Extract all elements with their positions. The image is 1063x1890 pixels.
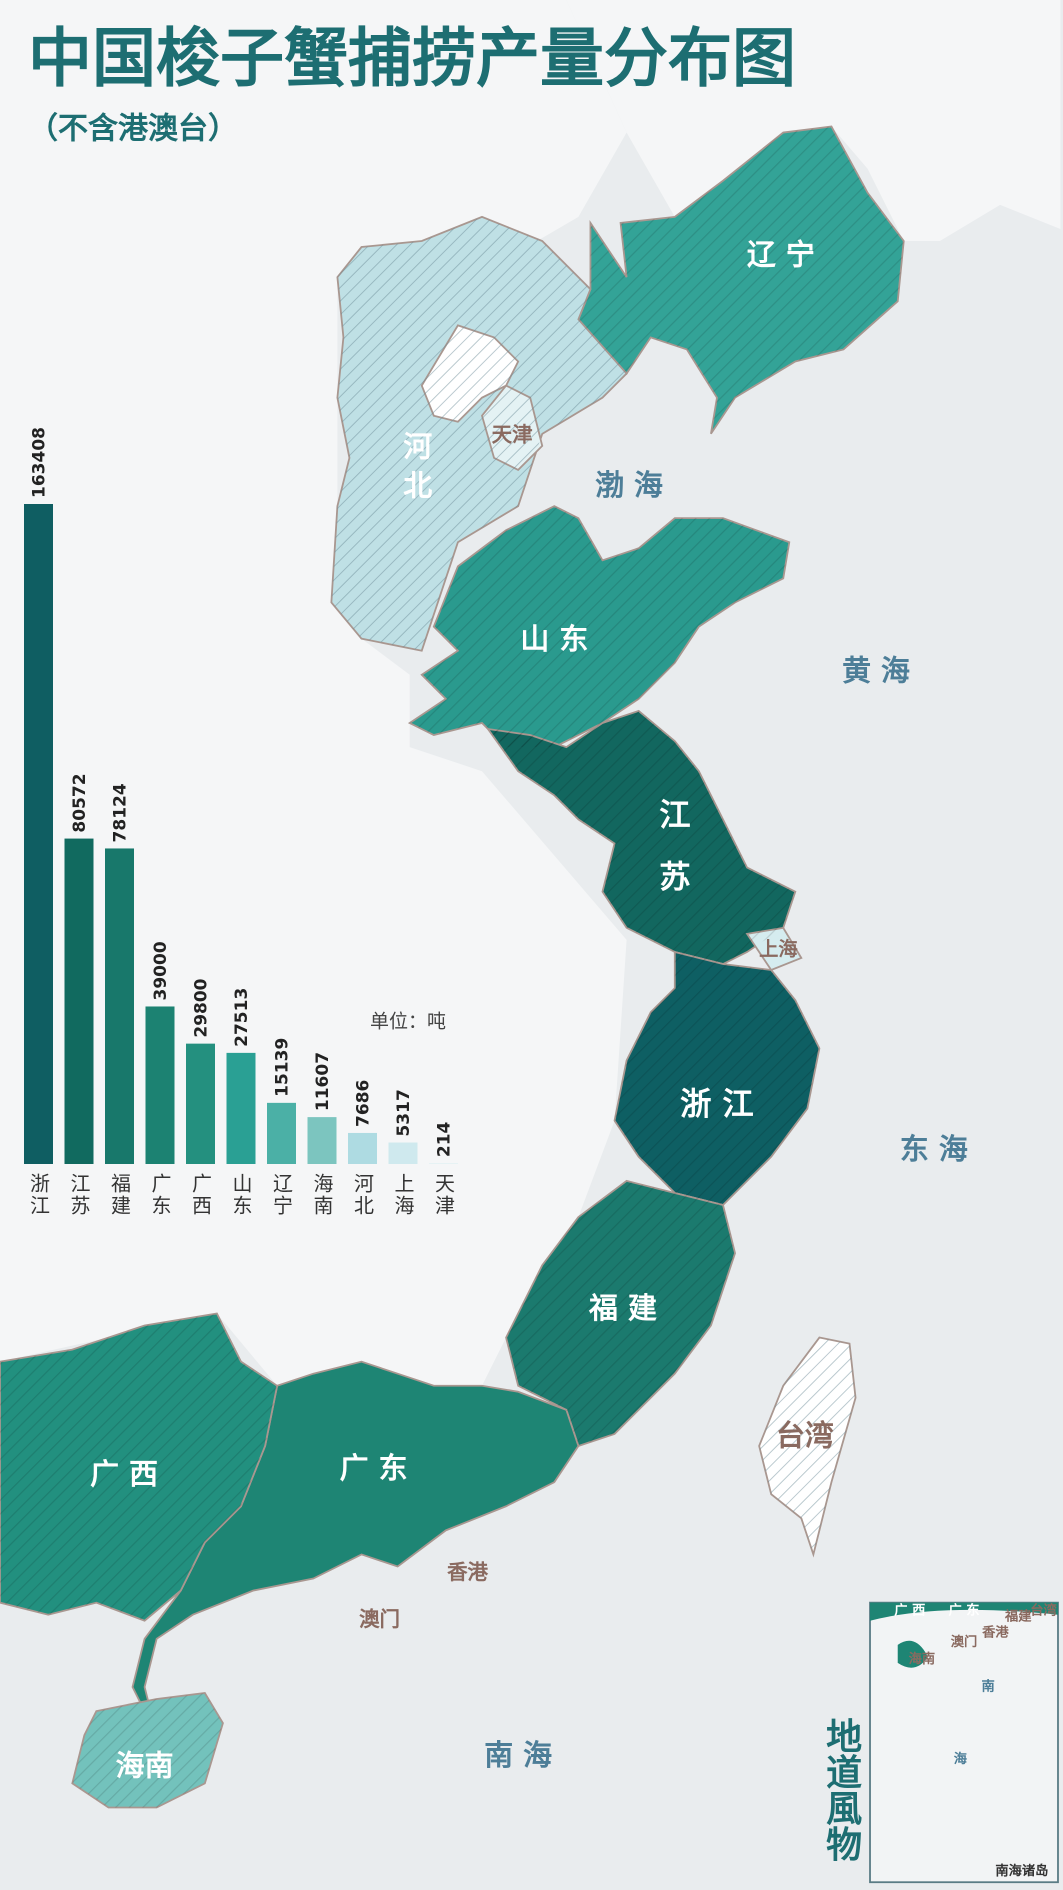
bar [267,1102,296,1164]
hatch [578,126,904,434]
x-tick-label: 上海 [391,1173,415,1217]
x-tick-label: 辽宁 [270,1173,294,1217]
value-label: 80572 [70,773,90,832]
map-label: 广 东 [340,1451,408,1485]
x-tick-label: 浙江 [27,1173,51,1217]
x-tick-label: 江苏 [67,1173,91,1217]
bar [145,1006,175,1164]
inset-label: 广 西 [894,1602,925,1619]
bar [388,1142,418,1164]
hatch [506,1180,736,1446]
map-label: 澳门 [359,1607,400,1631]
bar [24,504,53,1164]
inset-label: 台湾 [1030,1602,1057,1619]
map-label: 海南 [116,1749,174,1783]
inset-label: 澳门 [951,1633,978,1650]
map-label: 福 建 [588,1291,657,1325]
province [131,1360,580,1736]
brand: 地道風物 [820,1717,862,1861]
inset-label: 海南 [909,1650,936,1667]
inset-label: 海 [954,1750,968,1767]
chart-title: 中国梭子蟹捕捞产量分布图 [28,22,796,97]
map-label: 东 海 [900,1132,968,1166]
map-label: 辽 宁 [747,238,815,272]
value-label: 214 [435,1121,455,1157]
hatch [614,951,820,1205]
value-label: 15139 [273,1038,293,1097]
hatch [409,506,790,748]
x-tick-label: 广东 [148,1173,172,1217]
map-label: 香港 [447,1560,488,1584]
value-label: 39000 [151,941,171,1000]
hatching [0,126,904,1808]
value-label: 78124 [111,783,131,842]
bar [105,848,134,1164]
inset-label: 南 [981,1678,994,1695]
map-label: 上海 [759,938,798,961]
value-label: 5317 [394,1089,414,1136]
hatch [488,710,796,965]
hatching-light [331,216,856,1555]
x-tick-label: 河北 [351,1173,375,1217]
hatch [72,1693,223,1808]
map-label: 河北 [399,431,433,509]
hatch [759,1337,856,1555]
inset-land [870,1602,1058,1668]
map-label: 山 东 [520,622,588,656]
map-label: 南 海 [484,1738,552,1772]
map-label: 广 西 [90,1457,158,1491]
value-label: 7686 [354,1080,374,1127]
inset-label: 福建 [1004,1608,1032,1625]
value-label: 27513 [232,988,252,1047]
map-label: 黄 海 [842,653,910,687]
bar [226,1052,256,1164]
inland [0,0,627,1890]
map-label: 浙 江 [680,1087,754,1123]
bar [186,1043,215,1164]
value-label: 163408 [30,427,50,498]
x-tick-label: 广西 [189,1173,213,1217]
map-label: 渤 海 [595,468,663,502]
hatch [331,216,627,651]
korea-land [566,0,1061,242]
chart-subtitle: （不含港澳台） [28,112,238,147]
x-tick-label: 海南 [310,1173,334,1217]
inset-label: 广 东 [948,1602,979,1619]
x-tick-label: 福建 [108,1173,132,1217]
value-label: 11607 [313,1052,333,1111]
bar [64,838,94,1164]
hatch [0,1313,278,1621]
inset-label: 香港 [981,1623,1009,1640]
x-tick-label: 天津 [432,1173,456,1217]
bar [429,1163,458,1164]
bar [348,1132,377,1164]
bar [307,1117,337,1164]
map-label: 天津 [492,423,533,447]
map-label: 台湾 [776,1419,834,1453]
unit-label: 单位：吨 [370,1011,446,1033]
map-label: 江 苏 [654,797,690,901]
value-label: 29800 [192,978,212,1037]
inset-label: 南海诸岛 [995,1862,1048,1879]
x-tick-label: 山东 [229,1173,253,1217]
